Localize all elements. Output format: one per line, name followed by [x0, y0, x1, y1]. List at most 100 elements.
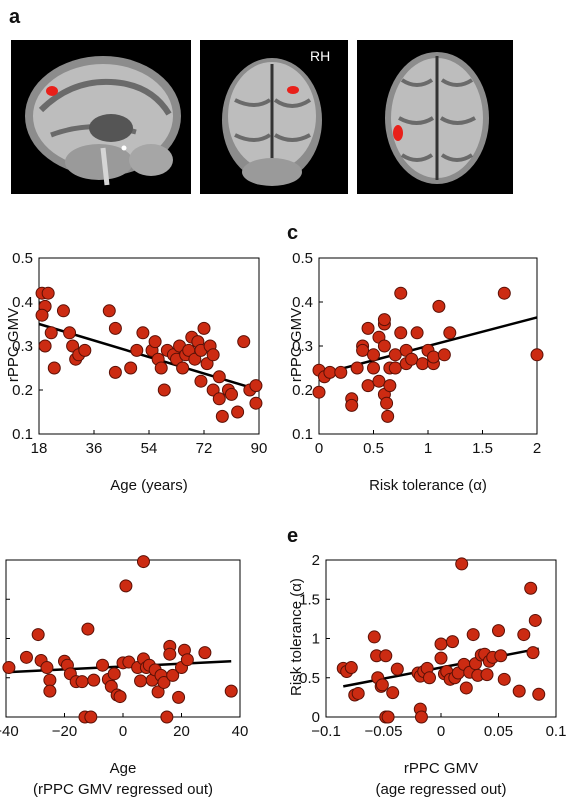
brain-axial-image — [357, 40, 513, 194]
data-point — [356, 343, 370, 357]
x-tick-label: 1.5 — [472, 440, 493, 457]
x-tick-label: 20 — [173, 723, 190, 740]
data-point — [160, 710, 174, 724]
data-point — [108, 365, 122, 379]
panel-letter-c: c — [287, 222, 299, 244]
data-point — [148, 335, 162, 349]
data-point — [119, 579, 133, 593]
data-point — [130, 343, 144, 357]
data-point — [172, 690, 186, 704]
y-tick-label: 2 — [312, 552, 320, 569]
data-point — [200, 357, 214, 371]
data-point — [224, 684, 238, 698]
data-point — [136, 326, 150, 340]
chart-3: −40−200204005152Age(rPPC GMV regressed o… — [0, 555, 249, 798]
data-point — [528, 613, 542, 627]
data-point — [35, 308, 49, 322]
chart-4: −0.1 −0.05 0 0.05 0.1 0 0.5 1 1.5 2 rPPC GMV (age r… — [288, 552, 566, 798]
data-point — [443, 326, 457, 340]
data-point — [432, 299, 446, 313]
data-point — [249, 396, 263, 410]
x-tick-label: 0.1 — [546, 723, 567, 740]
x-tick-label: 54 — [141, 440, 158, 457]
y-tick-label: 0.5 — [12, 250, 33, 267]
x-tick-label: 2 — [533, 440, 541, 457]
x-tick-label: 72 — [196, 440, 213, 457]
data-point — [84, 710, 98, 724]
data-point — [136, 555, 150, 569]
y-tick-label: 0.1 — [12, 426, 33, 443]
data-point — [394, 326, 408, 340]
data-point — [212, 370, 226, 384]
panel-letter-a: a — [9, 6, 21, 28]
x-tick-label: 0.05 — [484, 723, 513, 740]
data-point — [530, 348, 544, 362]
y-tick-label: 1.5 — [299, 591, 320, 608]
data-point — [124, 361, 138, 375]
brain-highlight-axial — [393, 125, 403, 141]
data-point — [31, 628, 45, 642]
data-point — [434, 651, 448, 665]
data-point — [197, 321, 211, 335]
data-point — [416, 357, 430, 371]
x-tick-label: 0.5 — [363, 440, 384, 457]
data-point — [394, 286, 408, 300]
data-point — [437, 348, 451, 362]
data-point — [423, 671, 436, 685]
data-point — [163, 647, 177, 661]
chart-1: 18 36 54 72 90 0.1 0.2 0.3 0.4 0.5 Age (years) rPPC… — [5, 250, 267, 494]
data-point — [344, 661, 358, 675]
data-point — [188, 352, 202, 366]
data-point — [323, 365, 337, 379]
data-point — [390, 662, 404, 676]
y-axis-label: rPPC GMV — [288, 308, 305, 382]
data-point — [455, 557, 469, 571]
brain-coronal-image: RH — [200, 40, 348, 194]
panel-letter-e: e — [287, 525, 299, 547]
data-point — [380, 396, 394, 410]
data-point — [44, 326, 58, 340]
data-point — [375, 678, 389, 692]
data-point — [212, 392, 226, 406]
data-point — [180, 653, 194, 667]
x-tick-label: 1 — [424, 440, 432, 457]
data-point — [377, 339, 391, 353]
data-point — [151, 685, 165, 699]
y-tick-label: 0 — [312, 709, 320, 726]
data-point — [215, 409, 229, 423]
data-point — [176, 361, 190, 375]
x-tick-label: 40 — [232, 723, 249, 740]
data-point — [312, 385, 326, 399]
data-point — [459, 681, 473, 695]
y-axis-label: Risk tolerance (α) — [288, 578, 305, 696]
data-point — [383, 379, 397, 393]
data-point — [154, 361, 168, 375]
data-point — [334, 365, 348, 379]
y-tick-label: 0.1 — [292, 426, 313, 443]
data-point — [532, 687, 546, 701]
data-point — [526, 646, 540, 660]
x-tick-label: −20 — [52, 723, 77, 740]
x-tick-label: 0 — [315, 440, 323, 457]
rh-label: RH — [310, 48, 331, 64]
data-point — [414, 710, 428, 724]
data-point — [367, 361, 380, 375]
data-point — [386, 686, 400, 700]
chart-2: 0 0.5 1 1.5 2 0.1 0.2 0.3 0.4 0.5 Risk tolerance (… — [288, 250, 544, 494]
data-point — [410, 326, 424, 340]
x-tick-label: 18 — [31, 440, 48, 457]
data-point — [345, 398, 359, 412]
y-tick-label: 0.4 — [292, 294, 313, 311]
y-tick-label: 0.5 — [292, 250, 313, 267]
data-point — [446, 635, 459, 649]
data-point — [63, 326, 77, 340]
data-point — [206, 383, 220, 397]
x-axis-label: Risk tolerance (α) — [369, 477, 487, 494]
y-tick-label: 0.5 — [299, 670, 320, 687]
data-point — [102, 304, 116, 318]
data-point — [81, 622, 95, 636]
data-point — [517, 628, 531, 642]
x-tick-label: −0.1 — [311, 723, 341, 740]
data-point — [206, 348, 220, 362]
